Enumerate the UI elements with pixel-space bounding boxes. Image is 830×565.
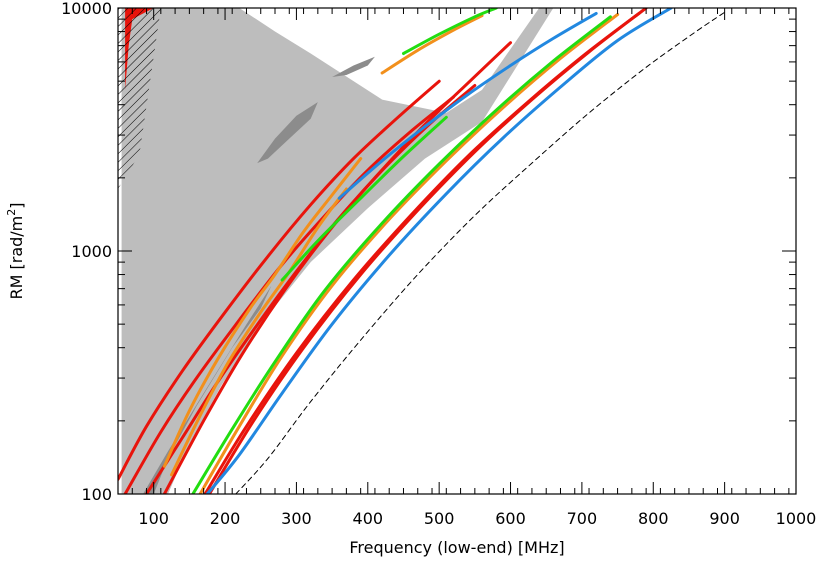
- contour-orange-4: [380, 14, 484, 75]
- plot-area: [118, 8, 726, 494]
- y-tick-label: 10000: [61, 0, 112, 18]
- x-tick-label: 500: [424, 509, 455, 528]
- contour-orange-3: [198, 13, 620, 494]
- region-dark-gray-3: [332, 56, 375, 77]
- x-axis: 100 200 300 400 500 600 700 800 900 1000: [117, 8, 817, 528]
- contour-orange-1: [162, 157, 363, 468]
- region-dark-gray-2: [257, 102, 318, 164]
- x-tick-label: 400: [353, 509, 384, 528]
- y-axis-title: RM [rad/m2]: [5, 202, 26, 299]
- contour-green-1: [191, 15, 612, 494]
- x-tick-label: 300: [281, 509, 312, 528]
- x-tick-label: 1000: [776, 509, 817, 528]
- contour-blue-2: [337, 11, 598, 200]
- x-tick-label: 900: [709, 509, 740, 528]
- hatched-region: [118, 8, 161, 189]
- x-tick-label: 800: [638, 509, 669, 528]
- y-tick-label: 100: [81, 485, 112, 504]
- contour-blue-1: [205, 8, 673, 494]
- y-axis-title-main: RM [rad/m: [7, 216, 26, 300]
- y-axis-title-close: ]: [7, 202, 26, 208]
- contour-red-1: [118, 79, 441, 481]
- y-axis: 100 1000 10000: [61, 0, 796, 504]
- y-axis-title-sup: 2: [5, 209, 18, 216]
- x-tick-label: 600: [495, 509, 526, 528]
- x-tick-label: 200: [210, 509, 241, 528]
- x-axis-title: Frequency (low-end) [MHz]: [349, 538, 564, 557]
- contour-orange-2: [170, 187, 348, 477]
- x-tick-label: 100: [138, 509, 169, 528]
- contour-red-6: [207, 8, 648, 494]
- contour-dashed: [235, 11, 726, 494]
- x-tick-label: 700: [567, 509, 598, 528]
- contour-green-2: [280, 115, 448, 282]
- y-tick-label: 1000: [71, 242, 112, 261]
- contour-green-3: [402, 8, 498, 55]
